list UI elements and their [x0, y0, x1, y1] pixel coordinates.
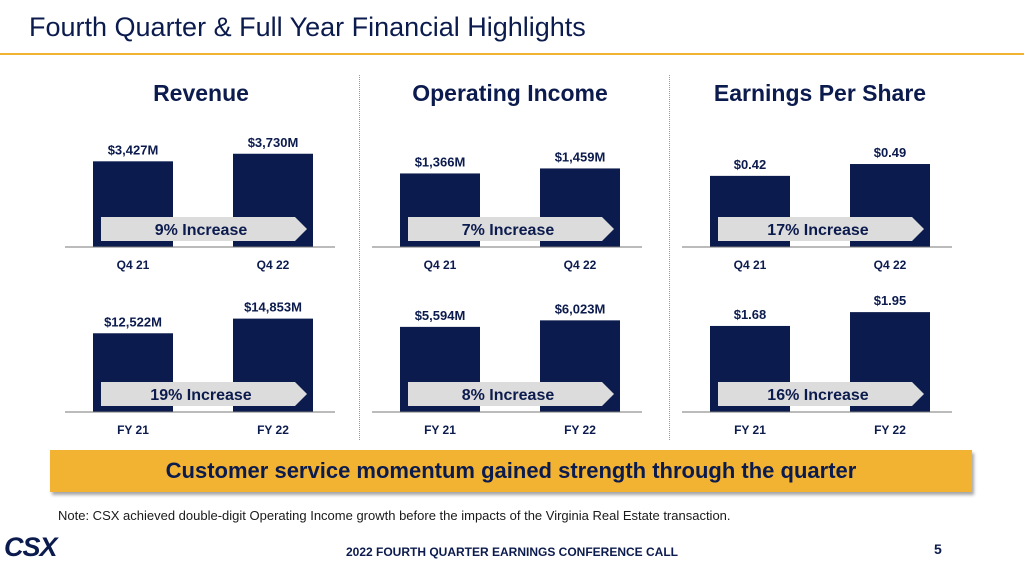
eps-full-year-chart: $1.68 FY 21 $1.95 FY 22 16% Increase [682, 293, 952, 437]
operating-income-full-year-chart: $5,594M FY 21 $6,023M FY 22 8% Increase [372, 301, 642, 437]
eps-quarter-chart: $0.42 Q4 21 $0.49 Q4 22 17% Increase [682, 145, 952, 272]
increase-arrow [101, 382, 307, 406]
increase-label: 17% Increase [767, 222, 869, 239]
category-label: FY 22 [564, 423, 596, 437]
bar-value-label: $12,522M [104, 314, 162, 329]
category-label: FY 22 [874, 423, 906, 437]
operating-income-heading: Operating Income [412, 80, 608, 106]
bar-value-label: $3,730M [248, 135, 299, 150]
bar-value-label: $14,853M [244, 300, 302, 315]
revenue-full-year-chart: $12,522M FY 21 $14,853M FY 22 19% Increase [65, 300, 335, 437]
column-divider-2 [669, 75, 670, 440]
increase-arrow [408, 217, 614, 241]
category-label: Q4 22 [564, 258, 597, 272]
csx-logo: CSX [4, 532, 61, 562]
increase-arrow [718, 217, 924, 241]
bar-value-label: $1,366M [415, 154, 466, 169]
category-label: FY 21 [424, 423, 456, 437]
bar-value-label: $6,023M [555, 301, 606, 316]
increase-arrow [718, 382, 924, 406]
callout-banner: Customer service momentum gained strengt… [50, 450, 972, 492]
column-divider-1 [359, 75, 360, 440]
increase-label: 9% Increase [155, 222, 248, 239]
operating-income-quarter-chart: $1,366M Q4 21 $1,459M Q4 22 7% Increase [372, 149, 642, 272]
category-label: FY 21 [734, 423, 766, 437]
bar-value-label: $0.49 [874, 145, 907, 160]
banner-text: Customer service momentum gained strengt… [165, 458, 857, 483]
footer-title: 2022 FOURTH QUARTER EARNINGS CONFERENCE … [345, 545, 679, 559]
bar-value-label: $1.68 [734, 307, 767, 322]
page-title: Fourth Quarter & Full Year Financial Hig… [29, 12, 586, 42]
category-label: Q4 21 [424, 258, 457, 272]
footnote: Note: CSX achieved double-digit Operatin… [58, 508, 731, 523]
category-label: Q4 21 [734, 258, 767, 272]
bar-value-label: $3,427M [108, 142, 159, 157]
eps-heading: Earnings Per Share [713, 80, 927, 106]
bar-value-label: $1.95 [874, 293, 907, 308]
increase-label: 19% Increase [150, 387, 252, 404]
category-label: FY 22 [257, 423, 289, 437]
category-label: Q4 21 [117, 258, 150, 272]
revenue-quarter-chart: $3,427M Q4 21 $3,730M Q4 22 9% Increase [65, 135, 335, 272]
category-label: FY 21 [117, 423, 149, 437]
increase-label: 16% Increase [767, 387, 869, 404]
category-label: Q4 22 [257, 258, 290, 272]
bar-value-label: $0.42 [734, 157, 767, 172]
title-underline [0, 53, 1024, 55]
bar-value-label: $5,594M [415, 308, 466, 323]
increase-label: 7% Increase [462, 222, 555, 239]
increase-arrow [101, 217, 307, 241]
increase-arrow [408, 382, 614, 406]
csx-logo-text: CSX [4, 532, 60, 562]
bar-value-label: $1,459M [555, 149, 606, 164]
category-label: Q4 22 [874, 258, 907, 272]
revenue-heading: Revenue [153, 80, 249, 106]
increase-label: 8% Increase [462, 387, 555, 404]
page-number: 5 [934, 541, 942, 557]
